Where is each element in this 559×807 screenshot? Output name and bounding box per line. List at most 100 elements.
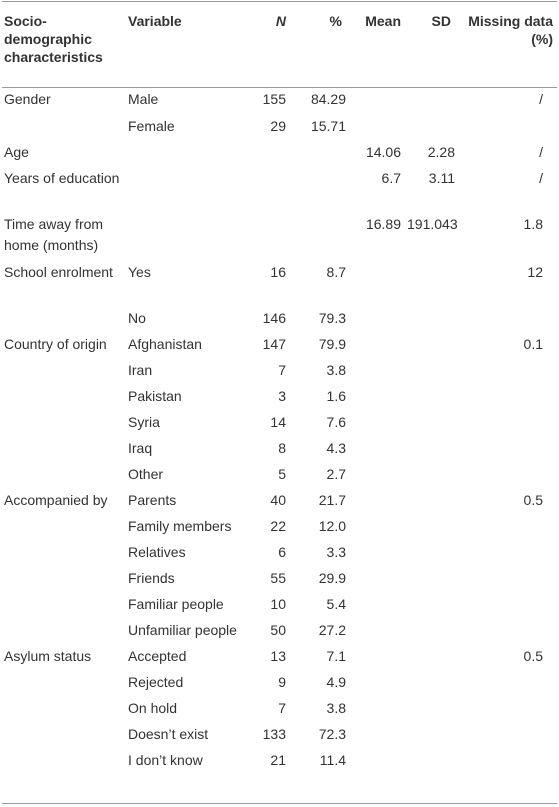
- cell-mean: [348, 747, 405, 773]
- cell-variable: No: [128, 310, 146, 326]
- cell-missing: 12: [527, 264, 543, 280]
- cell-characteristic: Years of education: [4, 170, 120, 186]
- cell-percent: [286, 139, 348, 165]
- cell-characteristic: Time away from home (months): [4, 216, 104, 253]
- cell-percent: 11.4: [319, 752, 346, 768]
- cell-n: 3: [278, 388, 286, 404]
- cell-missing: [459, 435, 557, 461]
- cell-percent: 27.2: [318, 622, 346, 638]
- cell-mean: [348, 487, 405, 513]
- cell-missing: [459, 513, 557, 539]
- cell-characteristic: [2, 113, 126, 139]
- cell-mean: [348, 357, 405, 383]
- cell-sd: [405, 259, 459, 305]
- cell-missing: 0.5: [523, 492, 543, 508]
- cell-mean: [348, 259, 405, 305]
- table-row: Country of origin Afghanistan 147 79.9 0.1: [2, 331, 557, 357]
- cell-percent: 3.8: [326, 700, 346, 716]
- cell-n: 13: [270, 648, 286, 664]
- cell-percent: 5.4: [326, 596, 346, 612]
- cell-n: 8: [278, 440, 286, 456]
- cell-percent: 79.9: [318, 336, 346, 352]
- cell-characteristic: [2, 747, 126, 773]
- cell-sd: [405, 513, 459, 539]
- cell-percent: 4.9: [326, 674, 346, 690]
- header-percent: %: [329, 13, 342, 29]
- cell-variable: Female: [128, 118, 175, 134]
- table-row: No 146 79.3: [2, 305, 557, 331]
- header-sd: SD: [431, 13, 451, 29]
- cell-percent: 2.7: [326, 466, 346, 482]
- cell-characteristic: [2, 695, 126, 721]
- cell-n: [252, 139, 286, 165]
- cell-characteristic: [2, 617, 126, 643]
- top-rule: [2, 1, 557, 2]
- cell-percent: 84.29: [310, 91, 346, 107]
- cell-percent: 3.8: [326, 362, 346, 378]
- cell-characteristic: [2, 721, 126, 747]
- cell-n: 7: [278, 700, 286, 716]
- header-variable: Variable: [128, 13, 182, 29]
- cell-missing: [459, 695, 557, 721]
- cell-mean: [348, 113, 405, 139]
- cell-sd: [405, 539, 459, 565]
- cell-characteristic: School enrolment: [4, 264, 113, 280]
- cell-sd: [405, 695, 459, 721]
- cell-missing: [459, 357, 557, 383]
- cell-mean: [348, 539, 405, 565]
- table-row: School enrolment Yes 16 8.7 12: [2, 259, 557, 305]
- cell-n: 6: [278, 544, 286, 560]
- table-row: Syria 14 7.6: [2, 409, 557, 435]
- header-n: N: [275, 13, 286, 29]
- cell-characteristic: [2, 357, 126, 383]
- cell-percent: 8.7: [326, 264, 346, 280]
- cell-variable: [126, 139, 252, 165]
- cell-percent: 7.1: [326, 648, 346, 664]
- cell-sd: [405, 331, 459, 357]
- cell-mean: [348, 721, 405, 747]
- header-missing: Missing data (%): [468, 13, 553, 47]
- cell-variable: I don’t know: [128, 752, 203, 768]
- cell-missing: 0.1: [523, 336, 543, 352]
- cell-mean: [348, 331, 405, 357]
- cell-n: 16: [270, 264, 286, 280]
- cell-missing: /: [539, 170, 543, 186]
- cell-mean: [348, 305, 405, 331]
- cell-variable: Iran: [128, 362, 153, 378]
- cell-mean: [348, 669, 405, 695]
- cell-n: 147: [262, 336, 286, 352]
- cell-mean: [348, 383, 405, 409]
- cell-n: 22: [270, 518, 286, 534]
- cell-characteristic: [2, 669, 126, 695]
- cell-missing: [459, 461, 557, 487]
- cell-percent: 4.3: [326, 440, 346, 456]
- cell-mean: [348, 565, 405, 591]
- cell-sd: 3.11: [428, 170, 455, 186]
- cell-sd: [405, 409, 459, 435]
- cell-n: 5: [278, 466, 286, 482]
- cell-sd: 2.28: [427, 144, 455, 160]
- cell-sd: [405, 305, 459, 331]
- cell-mean: 16.89: [365, 216, 401, 232]
- cell-missing: [459, 305, 557, 331]
- table-row: Family members 22 12.0: [2, 513, 557, 539]
- cell-percent: [286, 165, 348, 211]
- table-row: On hold 7 3.8: [2, 695, 557, 721]
- cell-variable: Pakistan: [128, 388, 182, 404]
- cell-sd: [405, 747, 459, 773]
- cell-percent: 21.7: [318, 492, 346, 508]
- cell-mean: [348, 591, 405, 617]
- cell-mean: 14.06: [365, 144, 401, 160]
- cell-characteristic: Gender: [4, 91, 51, 107]
- cell-percent: [286, 211, 348, 259]
- cell-sd: [405, 357, 459, 383]
- cell-variable: On hold: [128, 700, 178, 716]
- cell-n: 10: [270, 596, 286, 612]
- cell-missing: [459, 409, 557, 435]
- table-row: Years of education 6.7 3.11 /: [2, 165, 557, 211]
- cell-n: 146: [262, 310, 286, 326]
- cell-sd: [405, 77, 459, 113]
- cell-characteristic: [2, 513, 126, 539]
- cell-characteristic: Accompanied by: [4, 492, 108, 508]
- cell-n: [252, 211, 286, 259]
